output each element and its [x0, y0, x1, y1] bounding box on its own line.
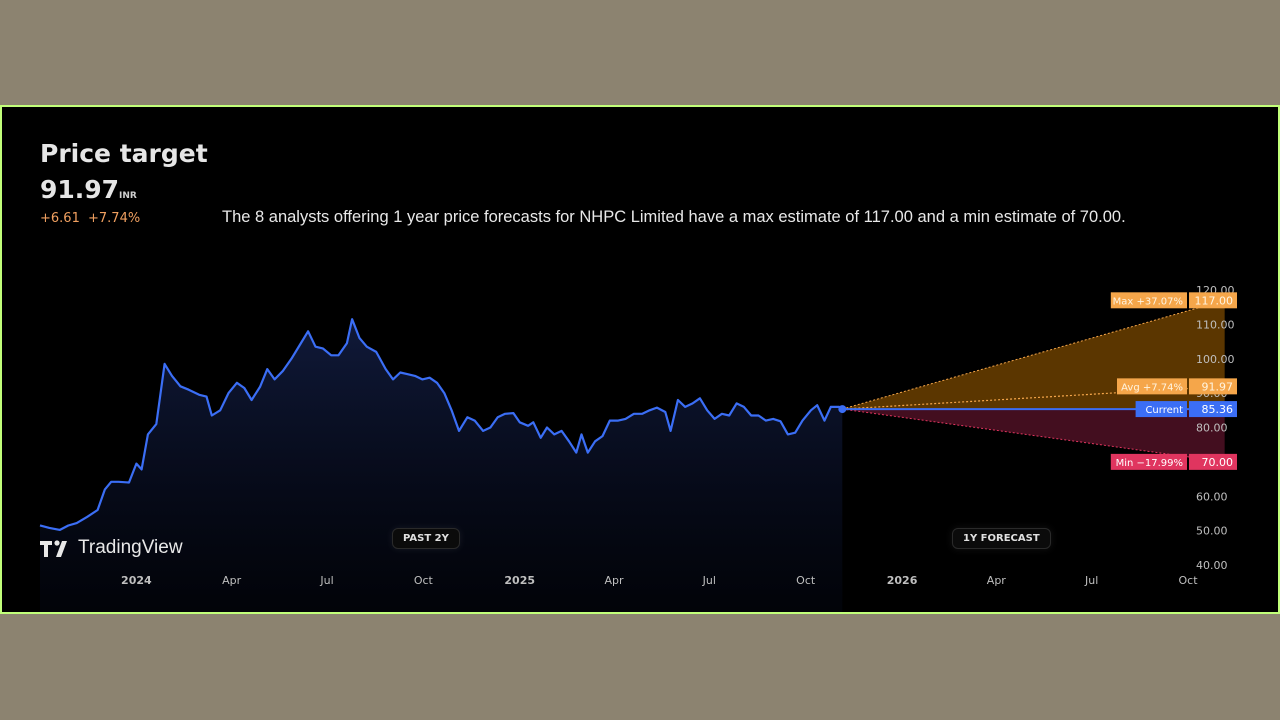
x-tick-label: Oct	[414, 574, 434, 587]
max-value-bg	[1189, 292, 1237, 309]
forecast-description: The 8 analysts offering 1 year price for…	[222, 208, 1126, 226]
x-tick-label: 2025	[504, 574, 535, 587]
avg-label: Avg +7.74%	[1121, 382, 1183, 393]
x-tick-label: Oct	[796, 574, 816, 587]
max-label: Max +37.07%	[1113, 296, 1183, 307]
price-change-percent: +7.74%	[88, 211, 141, 226]
price-forecast-chart: 120.00110.00100.0090.0080.0070.0060.0050…	[39, 284, 1237, 612]
avg-value: 91.97	[1202, 380, 1234, 393]
forecast-period-label: 1Y FORECAST	[952, 528, 1051, 549]
price-line	[39, 318, 843, 531]
current-label-bg	[1135, 401, 1187, 418]
max-label-bg	[1110, 292, 1187, 309]
x-tick-label: 2024	[121, 574, 152, 587]
y-tick-label: 50.00	[1196, 525, 1228, 538]
current-price-dot	[838, 405, 847, 414]
y-tick-label: 80.00	[1196, 422, 1228, 435]
x-tick-label: Apr	[987, 574, 1007, 587]
min-value: 70.00	[1202, 456, 1234, 469]
min-label: Min −17.99%	[1116, 458, 1183, 469]
logo-text: TradingView	[78, 537, 183, 558]
x-tick-label: Oct	[1178, 574, 1198, 587]
max-value: 117.00	[1195, 294, 1234, 307]
x-tick-label: 2026	[887, 574, 918, 587]
min-value-bg	[1189, 453, 1237, 470]
y-tick-label: 40.00	[1196, 559, 1228, 572]
x-tick-label: Jul	[702, 574, 716, 587]
currency-unit: INR	[119, 191, 137, 201]
current-label: Current	[1145, 405, 1183, 416]
x-tick-label: Jul	[319, 574, 333, 587]
price-change: +6.61	[40, 211, 80, 226]
x-tick-label: Apr	[222, 574, 242, 587]
avg-value-bg	[1189, 378, 1237, 395]
forecast-min-line	[842, 408, 1225, 463]
current-value: 85.36	[1202, 403, 1234, 416]
x-tick-label: Apr	[604, 574, 624, 587]
y-tick-label: 110.00	[1196, 318, 1235, 331]
tradingview-logo[interactable]: TradingView	[40, 537, 183, 559]
x-tick-label: Jul	[1084, 574, 1098, 587]
y-tick-label: 60.00	[1196, 490, 1228, 503]
y-tick-label: 100.00	[1196, 353, 1235, 366]
past-period-label: PAST 2Y	[392, 528, 460, 549]
price-target-card: Price target 91.97 INR +6.61 +7.74% The …	[0, 105, 1280, 614]
avg-label-bg	[1117, 378, 1187, 395]
price-target-value: 91.97	[40, 175, 120, 204]
price-area	[40, 319, 843, 612]
tradingview-logo-icon	[40, 540, 67, 557]
page-title: Price target	[40, 139, 208, 168]
current-value-bg	[1189, 401, 1237, 418]
min-label-bg	[1110, 453, 1187, 470]
